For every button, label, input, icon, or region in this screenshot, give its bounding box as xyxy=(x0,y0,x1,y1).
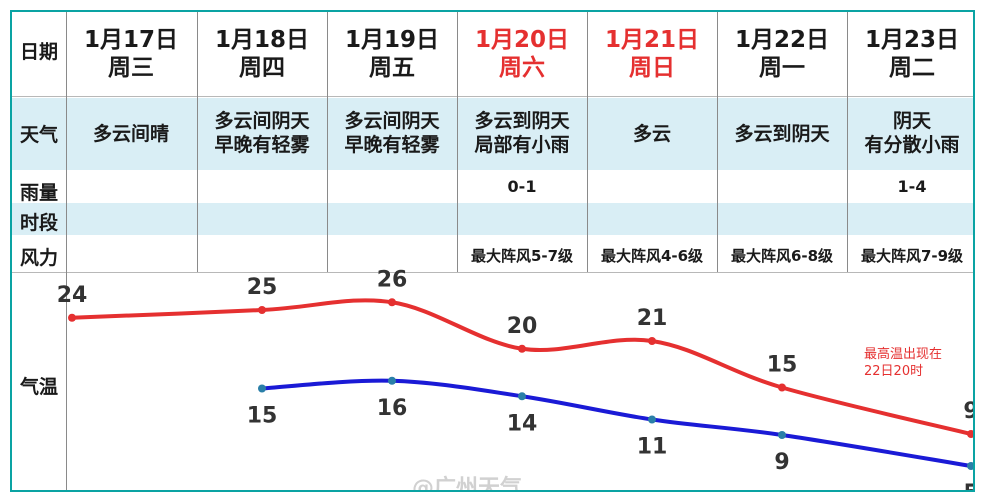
low-temp-label: 16 xyxy=(377,396,408,421)
weather-row-bg xyxy=(12,98,973,170)
date-header-cell: 1月20日 周六 xyxy=(457,26,587,82)
weekday-label: 周六 xyxy=(499,55,545,81)
weekday-label: 周三 xyxy=(108,55,154,81)
weather-text: 多云间阴天 xyxy=(214,110,310,132)
date-header-label: 日期 xyxy=(19,41,58,63)
low-temp-point xyxy=(258,384,266,393)
high-temp-point xyxy=(648,337,656,345)
low-temp-point xyxy=(778,431,786,439)
weekday-label: 周二 xyxy=(889,55,935,81)
date-header-cell: 1月19日 周五 xyxy=(327,26,457,82)
watermark: @广州天气 xyxy=(412,476,523,492)
weather-cell: 多云间晴 xyxy=(66,122,196,146)
low-temp-label: 9 xyxy=(774,450,789,475)
column-divider xyxy=(66,12,67,490)
wind-cell: 最大阵风5-7级 xyxy=(470,247,574,265)
temperature-chart: 24 25 26 20 21 15 9 15 16 14 11 9 5 xyxy=(57,267,973,490)
weather-cell: 阴天 有分散小雨 xyxy=(847,109,973,157)
wind-cell: 最大阵风4-6级 xyxy=(600,247,704,265)
high-temp-label: 21 xyxy=(637,306,668,331)
date-header-cell: 1月17日 周三 xyxy=(66,26,196,82)
low-temp-point xyxy=(388,376,396,385)
max-temp-note-line2: 22日20时 xyxy=(864,364,924,379)
weather-cell: 多云到阴天 局部有小雨 xyxy=(457,109,587,157)
chart-divider xyxy=(12,272,973,273)
weather-cell: 多云 xyxy=(587,122,717,146)
max-temp-note: 最高温出现在 22日20时 xyxy=(864,346,973,380)
weather-text: 早晚有轻雾 xyxy=(344,134,440,156)
weather-text: 多云到阴天 xyxy=(474,110,570,132)
weekday-label: 周日 xyxy=(629,55,675,81)
high-temp-label: 15 xyxy=(767,353,798,378)
weather-text: 多云间阴天 xyxy=(344,110,440,132)
weather-cell: 多云间阴天 早晚有轻雾 xyxy=(197,109,327,157)
high-temp-point xyxy=(258,306,266,314)
column-divider xyxy=(717,12,718,272)
weather-forecast-table: 日期 1月17日 周三 1月18日 周四 1月19日 周五 1月20日 周六 1月21日 周日 1月… xyxy=(10,10,975,492)
high-temp-label: 25 xyxy=(247,275,278,300)
rain-amount-cell: 1-4 xyxy=(897,177,927,196)
date-label: 1月19日 xyxy=(344,27,439,53)
weekday-label: 周四 xyxy=(239,55,285,81)
date-header-cell: 1月18日 周四 xyxy=(197,26,327,82)
date-header-cell: 1月23日 周二 xyxy=(847,26,973,82)
low-temp-label: 15 xyxy=(247,404,278,429)
low-temp-point xyxy=(967,462,973,470)
column-divider xyxy=(197,12,198,272)
high-temp-point xyxy=(388,298,396,307)
high-temp-label: 26 xyxy=(377,267,408,292)
high-temp-point xyxy=(967,430,973,438)
weather-text: 阴天 xyxy=(892,110,931,132)
column-divider xyxy=(457,12,458,272)
high-temp-point xyxy=(778,383,786,392)
period-row-label: 时段 xyxy=(19,212,58,234)
date-label: 1月17日 xyxy=(83,27,178,53)
high-temp-label: 20 xyxy=(507,314,538,339)
rain-row-label: 雨量 xyxy=(19,182,58,204)
date-header-cell: 1月22日 周一 xyxy=(717,26,847,82)
weekday-label: 周五 xyxy=(369,55,415,81)
weather-row-label: 天气 xyxy=(19,124,58,146)
date-header-cell: 1月21日 周日 xyxy=(587,26,717,82)
high-temp-point xyxy=(518,344,526,353)
wind-cell: 最大阵风7-9级 xyxy=(860,247,964,265)
high-temp-label: 9 xyxy=(963,399,973,424)
weather-cell: 多云间阴天 早晚有轻雾 xyxy=(327,109,457,157)
date-label: 1月20日 xyxy=(474,27,569,53)
column-divider xyxy=(587,12,588,272)
weather-text: 多云间晴 xyxy=(92,123,169,145)
column-divider xyxy=(847,12,848,272)
period-row-bg xyxy=(12,203,973,235)
wind-cell: 最大阵风6-8级 xyxy=(730,247,834,265)
low-temp-line xyxy=(260,378,973,468)
weather-text: 多云 xyxy=(632,123,671,145)
max-temp-note-line1: 最高温出现在 xyxy=(864,347,943,362)
date-label: 1月21日 xyxy=(604,27,699,53)
high-temp-point xyxy=(68,313,76,322)
wind-row-label: 风力 xyxy=(19,247,58,269)
low-temp-label: 14 xyxy=(507,411,538,436)
temp-row-label: 气温 xyxy=(19,376,58,398)
low-temp-point xyxy=(648,415,656,424)
date-label: 1月23日 xyxy=(864,27,959,53)
weekday-label: 周一 xyxy=(759,55,805,81)
date-label: 1月22日 xyxy=(734,27,829,53)
rain-amount-cell: 0-1 xyxy=(507,177,537,196)
weather-text: 有分散小雨 xyxy=(864,134,960,156)
low-temp-label: 5 xyxy=(963,481,973,490)
weather-text: 多云到阴天 xyxy=(734,123,830,145)
low-temp-label: 11 xyxy=(637,435,668,460)
date-label: 1月18日 xyxy=(214,27,309,53)
weather-text: 早晚有轻雾 xyxy=(214,134,310,156)
header-divider xyxy=(12,96,973,97)
column-divider xyxy=(327,12,328,272)
weather-text: 局部有小雨 xyxy=(474,134,570,156)
low-temp-point xyxy=(518,392,526,401)
weather-cell: 多云到阴天 xyxy=(717,122,847,146)
high-temp-label: 24 xyxy=(57,283,88,308)
